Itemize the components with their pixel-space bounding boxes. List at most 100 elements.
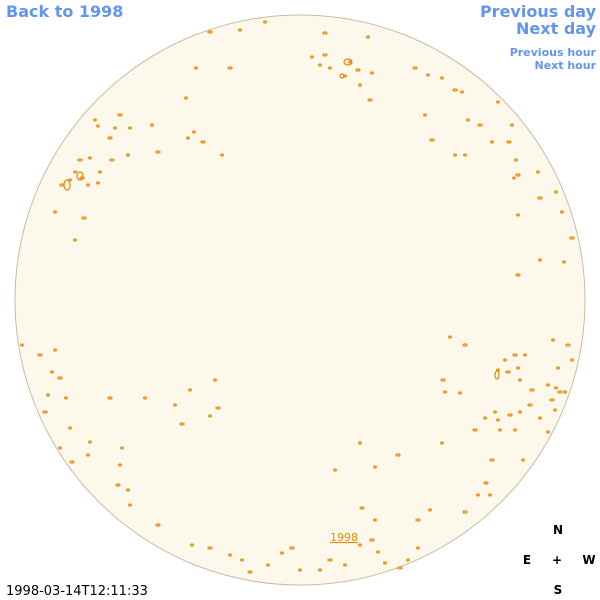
- contour: [397, 566, 403, 570]
- solar-disk: [14, 14, 586, 586]
- contour: [247, 570, 253, 574]
- contour: [565, 343, 571, 347]
- contour: [280, 551, 284, 555]
- contour: [549, 398, 555, 402]
- compass-east: E: [523, 553, 531, 567]
- contour: [98, 170, 102, 174]
- contour: [562, 260, 566, 264]
- contour: [64, 396, 68, 400]
- contour: [155, 150, 161, 154]
- contour: [322, 31, 328, 35]
- contour: [369, 538, 375, 542]
- contour: [489, 458, 495, 462]
- contour: [213, 378, 217, 382]
- contour: [207, 30, 213, 34]
- contour: [128, 126, 132, 130]
- back-link[interactable]: Back to 1998: [6, 2, 123, 21]
- contour: [472, 428, 478, 432]
- contour: [546, 430, 550, 434]
- contour: [339, 73, 345, 79]
- contour: [515, 173, 521, 177]
- contour: [184, 96, 188, 100]
- contour: [53, 210, 57, 214]
- contour: [440, 378, 446, 382]
- contour: [551, 338, 555, 342]
- contour: [366, 35, 370, 39]
- contour: [462, 343, 468, 347]
- contour: [443, 390, 447, 394]
- contour: [406, 558, 410, 562]
- contour: [42, 410, 48, 414]
- contour: [516, 366, 520, 370]
- contour: [343, 58, 353, 66]
- next-hour-link[interactable]: Next hour: [535, 59, 597, 72]
- contour: [118, 463, 122, 467]
- contour: [220, 153, 224, 157]
- contour: [507, 413, 513, 417]
- contour: [126, 488, 130, 492]
- next-day-link[interactable]: Next day: [516, 19, 597, 38]
- compass-south: S: [554, 583, 563, 597]
- contour: [53, 348, 57, 352]
- contour: [322, 53, 328, 57]
- compass-center: +: [552, 553, 562, 567]
- contour: [493, 410, 497, 414]
- contour: [563, 390, 567, 394]
- previous-day-link[interactable]: Previous day: [480, 2, 597, 21]
- contour: [192, 130, 196, 134]
- contour: [415, 518, 421, 522]
- contour: [570, 358, 574, 362]
- contour: [412, 66, 418, 70]
- contour: [503, 358, 507, 362]
- contour: [358, 543, 362, 547]
- contour: [318, 63, 322, 67]
- contour: [440, 76, 444, 80]
- contour: [128, 503, 132, 507]
- contour: [359, 506, 365, 510]
- contour: [81, 216, 87, 220]
- contour: [554, 190, 558, 194]
- contour: [496, 100, 500, 104]
- contour: [373, 518, 377, 522]
- contour: [383, 561, 387, 565]
- contour: [505, 370, 511, 374]
- contour: [266, 563, 270, 567]
- contour: [569, 236, 575, 240]
- contour: [358, 441, 362, 445]
- contour: [483, 481, 489, 485]
- contour: [423, 113, 427, 117]
- contour: [58, 446, 62, 450]
- contour: [355, 68, 361, 72]
- contour: [553, 408, 557, 412]
- contour: [496, 418, 500, 422]
- contour: [494, 370, 500, 380]
- timestamp: 1998-03-14T12:11:33: [6, 584, 148, 599]
- contour: [86, 453, 90, 457]
- contour: [143, 396, 147, 400]
- compass-north: N: [553, 523, 563, 537]
- contour: [96, 124, 100, 128]
- contour: [512, 176, 516, 180]
- contour: [554, 386, 558, 390]
- contour: [560, 210, 564, 214]
- contour: [107, 136, 113, 140]
- contour: [227, 66, 233, 70]
- contour: [207, 546, 213, 550]
- contour: [506, 140, 512, 144]
- contour: [476, 493, 480, 497]
- contour: [458, 391, 462, 395]
- contour: [538, 416, 542, 420]
- contour: [537, 196, 543, 200]
- disk-label-link[interactable]: 1998: [330, 531, 358, 544]
- contour: [376, 550, 380, 554]
- contour: [93, 118, 97, 122]
- previous-hour-link[interactable]: Previous hour: [510, 46, 597, 59]
- compass-west: W: [582, 553, 595, 567]
- contour: [50, 370, 54, 374]
- contour: [516, 213, 520, 217]
- contour: [86, 183, 90, 187]
- contour: [490, 140, 494, 144]
- contour: [498, 428, 502, 432]
- contour: [68, 426, 72, 430]
- contour: [416, 546, 420, 550]
